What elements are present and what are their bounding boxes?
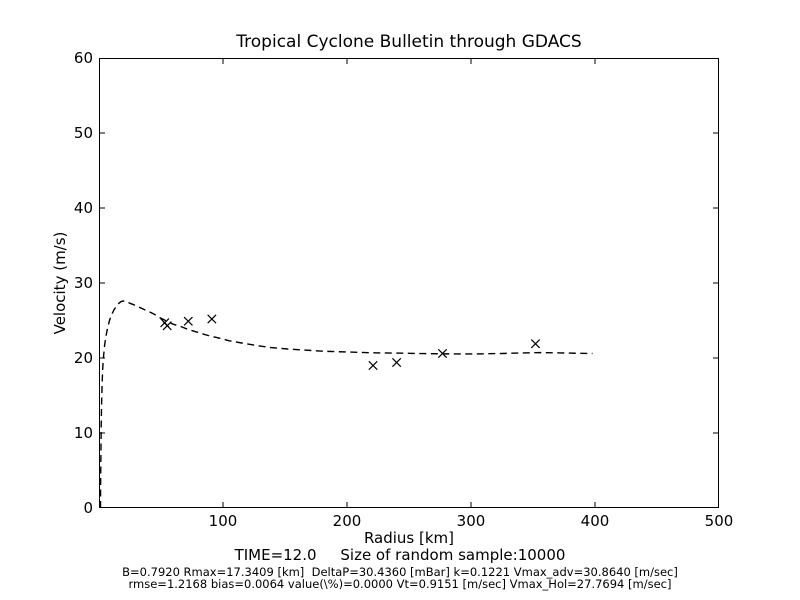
x-tick-label: 100	[208, 512, 238, 530]
y-tick-label: 50	[73, 124, 93, 142]
params-line-2: rmse=1.2168 bias=0.0064 value(\%)=0.0000…	[128, 577, 672, 591]
y-tick-label: 10	[73, 424, 93, 442]
x-tick-label: 200	[332, 512, 362, 530]
plot-area	[99, 58, 719, 508]
y-tick-label: 60	[73, 49, 93, 67]
params-line-1: B=0.7920 Rmax=17.3409 [km] DeltaP=30.436…	[122, 565, 678, 579]
x-tick-label: 500	[704, 512, 734, 530]
y-tick-label: 30	[73, 274, 93, 292]
x-tick-label: 400	[580, 512, 610, 530]
chart-title: Tropical Cyclone Bulletin through GDACS	[236, 32, 582, 52]
x-tick-label: 300	[456, 512, 486, 530]
y-tick-label: 20	[73, 349, 93, 367]
y-tick-label: 40	[73, 199, 93, 217]
x-axis-label: Radius [km]	[363, 529, 455, 547]
subtitle-time-sample: TIME=12.0 Size of random sample:10000	[234, 546, 566, 564]
y-tick-label: 0	[83, 499, 93, 517]
